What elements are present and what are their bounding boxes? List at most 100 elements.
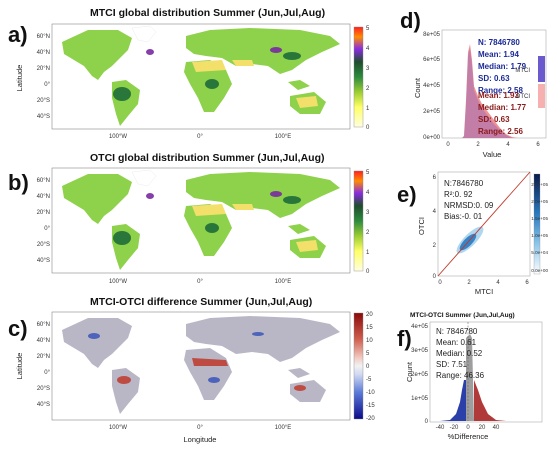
panel-b-title: OTCI global distribution Summer (Jun,Jul…: [90, 152, 325, 164]
panel-c-colorbar: [353, 312, 364, 420]
panel-f-yticks: 4e+05 3e+05 2e+05 1e+05 0: [411, 324, 429, 425]
panel-c-cbar-tick: 20: [366, 312, 373, 318]
panel-d-mtci-stat: Median: 1.79: [478, 62, 527, 71]
panel-a-dry: [192, 60, 318, 108]
panel-a-land: [62, 25, 340, 126]
panel-d-otci-stat: Median: 1.77: [478, 103, 527, 112]
panel-a-cbar-tick: 2: [366, 86, 370, 92]
panel-c-lon-ticks: 100°W 0° 100°E: [109, 425, 291, 431]
panel-f-xtick: 0: [466, 425, 470, 431]
panel-c-lat-tick: 20°N: [37, 354, 50, 360]
panel-f-xtick: 40: [493, 425, 500, 431]
panel-a-lon-ticks: 100°W 0° 100°E: [109, 134, 291, 140]
panel-e-xtick: 4: [496, 280, 500, 286]
panel-e-colorbar: [533, 173, 541, 275]
panel-b-cbar-ticks: 5 4 3 2 1 0: [366, 170, 370, 275]
panel-f-ylabel: Count: [405, 361, 414, 382]
panel-d-legend-mtci: MTCI: [515, 68, 530, 74]
panel-e-cbar-tick: 2.0e+05: [531, 199, 548, 204]
panel-f-xtick: -20: [450, 425, 459, 431]
panel-d-ylabel: Count: [413, 77, 422, 98]
panel-f-stats: N: 7846780 Mean: 0.61 Median: 0.52 SD: 7…: [436, 327, 485, 380]
panel-c-lon-tick: 100°E: [275, 425, 291, 431]
panel-e-stat: R²:0. 92: [444, 190, 473, 199]
panel-a-lat-tick: 20°N: [37, 66, 50, 72]
panel-e-stat: N:7846780: [444, 179, 484, 188]
panel-d-ytick: 8e+05: [423, 32, 441, 38]
panel-e-stat: Bias:-0. 01: [444, 212, 483, 221]
panel-d-otci-stat: SD: 0.63: [478, 115, 510, 124]
panel-c-lat-tick: 60°N: [37, 322, 50, 328]
panel-d-xlabel: Value: [483, 150, 502, 159]
panel-c-cbar-tick: -5: [366, 377, 372, 383]
panel-b-lon-tick: 100°W: [109, 279, 127, 285]
panel-e-cbar-ticks: 2.5e+05 2.0e+05 1.5e+05 1.0e+05 5.0e+04 …: [531, 182, 548, 273]
panel-a-lat-tick: 60°N: [37, 34, 50, 40]
panel-f-ytick: 0: [425, 419, 429, 425]
panel-c-title: MTCI-OTCI difference Summer (Jun,Jul,Aug…: [90, 296, 313, 308]
panel-c-cbar-ticks: 20 15 10 5 0 -5 -10 -15 -20: [366, 312, 375, 422]
panel-d-ytick: 2e+05: [423, 109, 441, 115]
panel-e-label: e): [397, 182, 417, 207]
panel-e-cbar-tick: 1.5e+05: [531, 216, 548, 221]
panel-c-label: c): [8, 316, 28, 341]
panel-b-lon-tick: 100°E: [275, 279, 291, 285]
panel-a-label: a): [8, 22, 28, 47]
panel-d-xtick: 2: [476, 142, 480, 148]
panel-b-label: b): [8, 170, 29, 195]
panel-e-cbar-tick: 0.0e+00: [531, 268, 548, 273]
panel-e-xlabel: MTCI: [475, 287, 493, 296]
panel-e-xticks: 0 2 4 6: [438, 280, 529, 286]
panel-d-xtick: 6: [536, 142, 540, 148]
panel-e-ytick: 2: [433, 243, 437, 249]
panel-b-cbar-tick: 0: [366, 269, 370, 275]
panel-d-otci-stat: Range: 2.56: [478, 127, 523, 136]
panel-a-lat-tick: 20°S: [37, 98, 50, 104]
panel-d-xtick: 4: [506, 142, 510, 148]
panel-a-cbar-tick: 4: [366, 46, 370, 52]
panel-f-hist-negative: [440, 380, 466, 421]
panel-e-stats: N:7846780 R²:0. 92 NRMSD:0. 09 Bias:-0. …: [444, 179, 494, 221]
panel-d-label: d): [400, 8, 421, 33]
panel-e-cbar-tick: 1.0e+05: [531, 233, 548, 238]
panel-a-ylabel: Latitude: [15, 65, 24, 92]
panel-c-xlabel: Longitude: [184, 435, 217, 444]
panel-a-lat-ticks: 60°N 40°N 20°N 0° 20°S 40°S: [37, 34, 51, 120]
panel-f-title: MTCI-OTCI Summer (Jun,Jul,Aug): [410, 312, 515, 319]
panel-f-xticks: -40 -20 0 20 40: [436, 425, 500, 431]
panel-e-xtick: 0: [438, 280, 442, 286]
panel-e-one-to-one-line: [437, 171, 531, 277]
panel-a-cbar-tick: 0: [366, 125, 370, 131]
panel-c-cbar-tick: 0: [366, 364, 370, 370]
panel-a-lon-tick: 100°W: [109, 134, 127, 140]
panel-a-title: MTCI global distribution Summer (Jun,Jul…: [90, 7, 326, 19]
panel-d-mtci-stats: N: 7846780 Mean: 1.94 Median: 1.79 SD: 0…: [478, 38, 527, 95]
panel-d-otci-stat: Mean: 1.93: [478, 91, 519, 100]
panel-d-ytick: 0e+00: [423, 135, 441, 141]
panel-f-ytick: 3e+05: [411, 348, 429, 354]
panel-b-lat-tick: 40°S: [37, 258, 50, 264]
panel-f-stat: Mean: 0.61: [436, 338, 477, 347]
panel-c-lon-tick: 100°W: [109, 425, 127, 431]
panel-c-cbar-tick: 10: [366, 338, 373, 344]
panel-c-cbar-tick: -10: [366, 390, 375, 396]
panel-b-lat-tick: 20°N: [37, 210, 50, 216]
panel-c-cbar-tick: 5: [366, 351, 370, 357]
panel-e-ylabel: OTCI: [417, 217, 426, 235]
panel-f-stat: Range: 46.36: [436, 371, 485, 380]
panel-b-cbar-tick: 5: [366, 170, 370, 176]
panel-e-xtick: 6: [525, 280, 529, 286]
panel-a-colorbar: [353, 26, 364, 128]
panel-d-mtci-stat: Mean: 1.94: [478, 50, 519, 59]
panel-f-stat: N: 7846780: [436, 327, 478, 336]
panel-b-cbar-tick: 4: [366, 190, 370, 196]
panel-f-xlabel: %Difference: [448, 432, 489, 441]
panel-f-stat: Median: 0.52: [436, 349, 483, 358]
panel-c-lat-tick: 40°S: [37, 402, 50, 408]
